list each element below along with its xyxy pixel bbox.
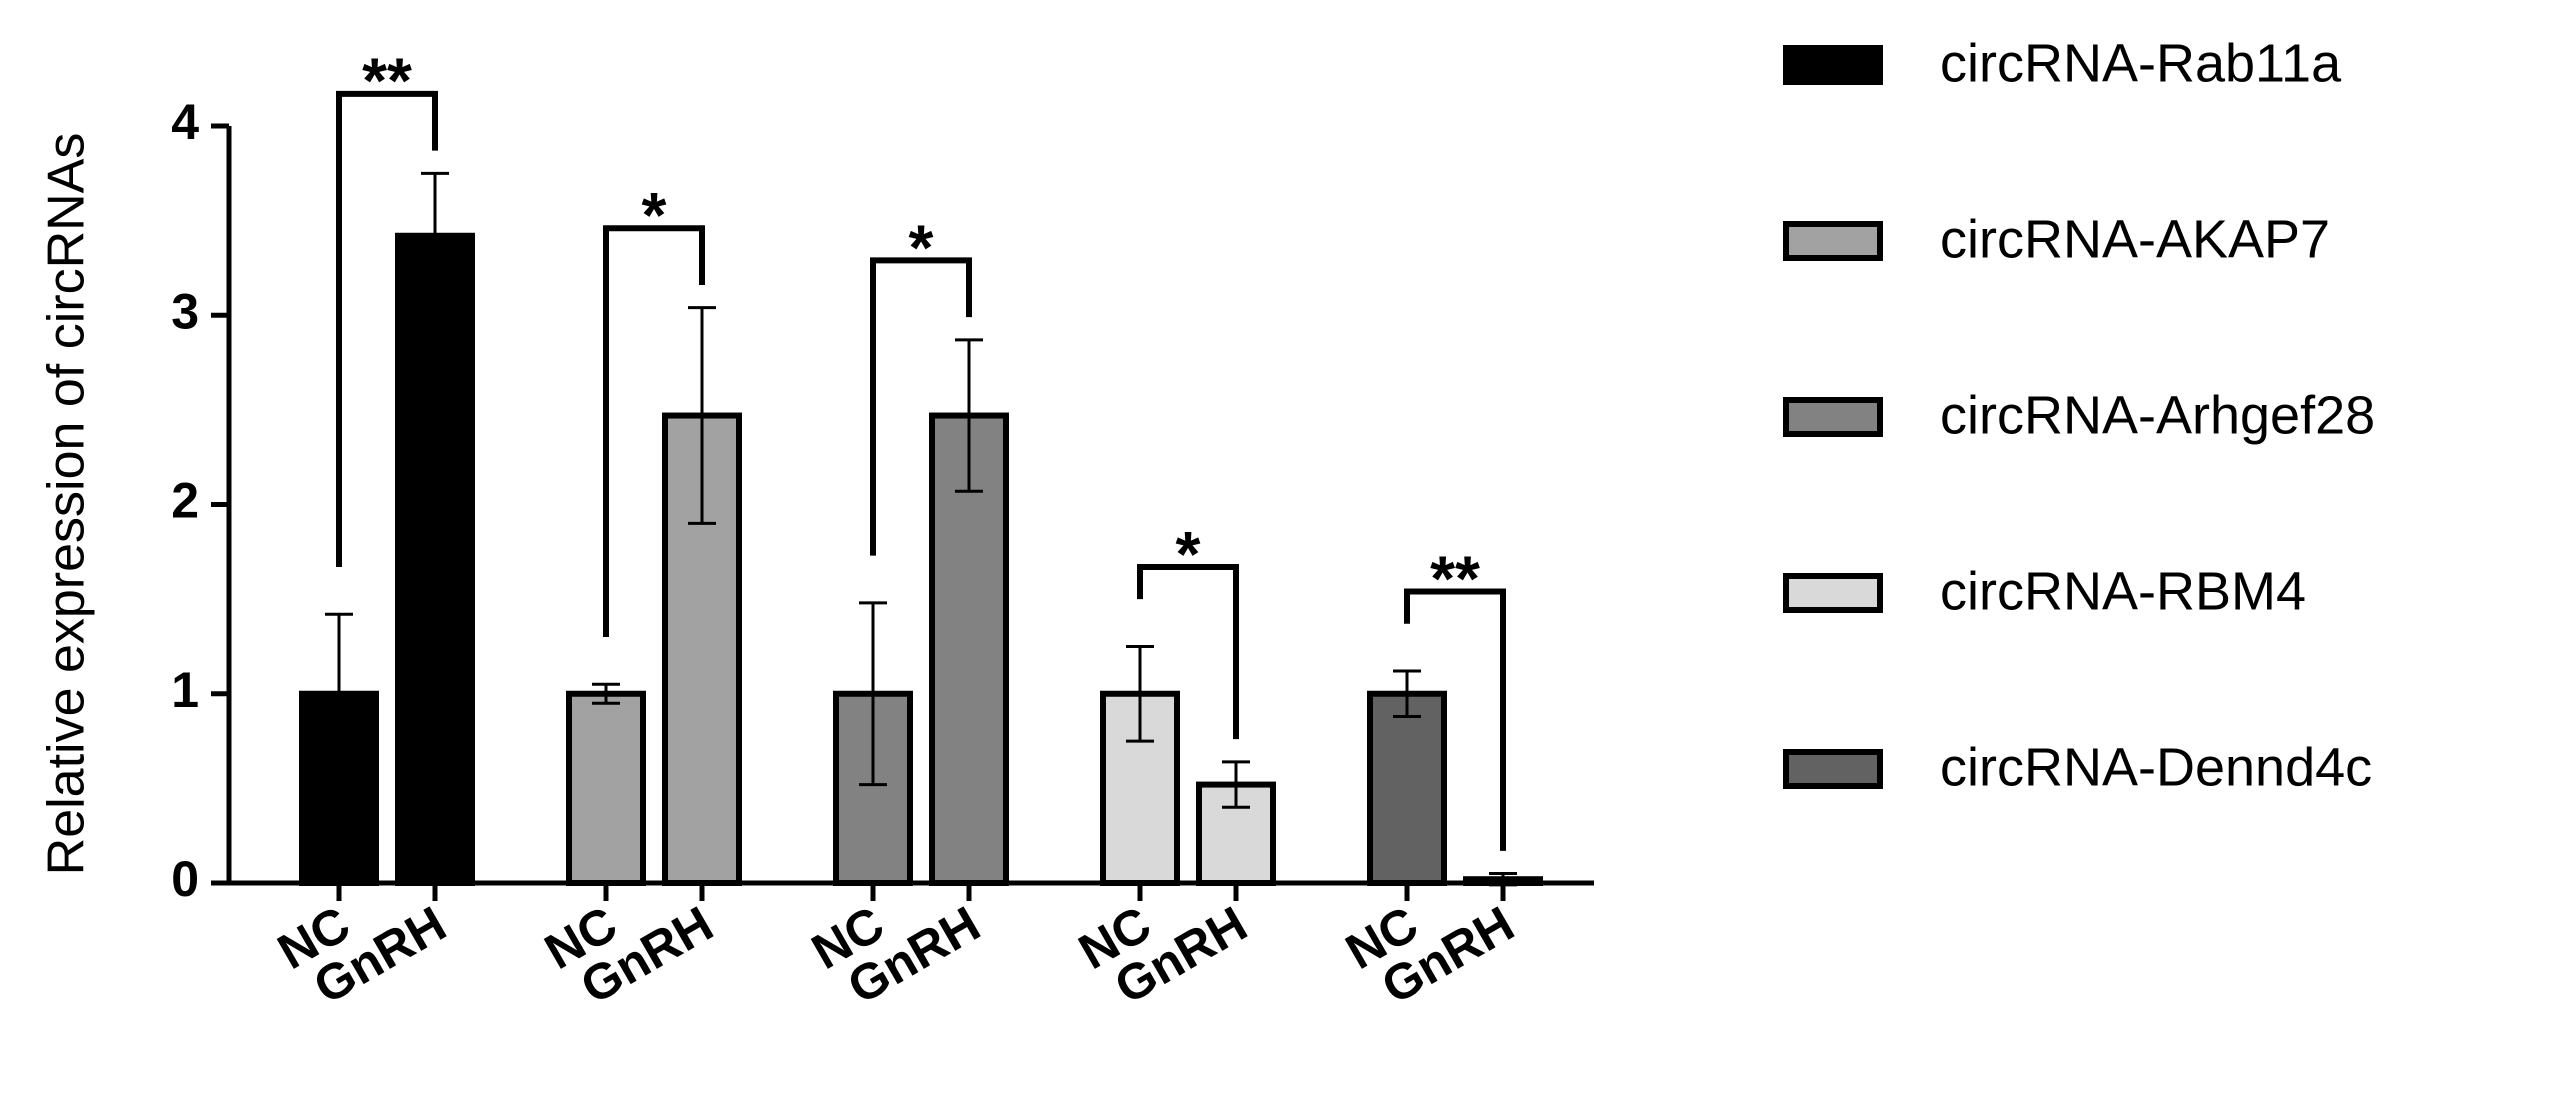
significance-bracket [1404, 588, 1506, 851]
significance-label: * [909, 211, 934, 283]
bar [566, 690, 646, 886]
significance-bracket [870, 257, 972, 556]
significance-label: ** [1430, 542, 1480, 614]
legend-swatch [1783, 221, 1883, 261]
significance-label: * [642, 179, 667, 251]
significance-bracket [603, 225, 705, 637]
legend-swatch [1783, 573, 1883, 613]
legend-label: circRNA-Rab11a [1940, 33, 2342, 93]
y-tick-label: 2 [171, 473, 199, 529]
y-tick-label: 0 [171, 851, 199, 907]
legend-label: circRNA-Dennd4c [1940, 737, 2372, 797]
y-axis-label: Relative expression of circRNAs [38, 133, 96, 876]
y-tick-label: 3 [171, 283, 199, 339]
bar [395, 232, 475, 886]
significance-label: * [1176, 518, 1201, 590]
bar [1100, 690, 1180, 886]
legend-swatch [1783, 45, 1883, 85]
bar [1367, 690, 1447, 886]
legend-label: circRNA-RBM4 [1940, 561, 2306, 621]
legend-label: circRNA-AKAP7 [1940, 209, 2330, 269]
y-tick-label: 1 [171, 662, 199, 718]
significance-bracket [1137, 563, 1239, 740]
significance-label: ** [362, 45, 412, 117]
legend-swatch [1783, 749, 1883, 789]
legend-swatch [1783, 397, 1883, 437]
significance-bracket [336, 90, 438, 567]
legend-label: circRNA-Arhgef28 [1940, 385, 2375, 445]
y-tick-label: 4 [171, 94, 199, 150]
